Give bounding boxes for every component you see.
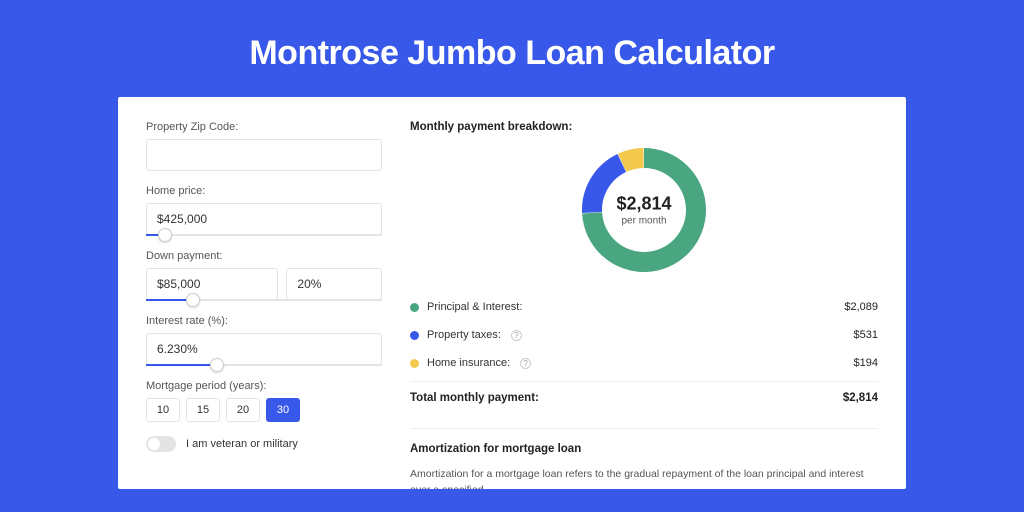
interest-rate-slider-fill — [146, 364, 217, 366]
legend-row-1: Property taxes:? $531 — [410, 321, 878, 349]
interest-rate-slider[interactable] — [146, 364, 382, 366]
down-payment-slider[interactable] — [146, 299, 382, 301]
total-label: Total monthly payment: — [410, 392, 539, 404]
veteran-toggle-row: I am veteran or military — [146, 436, 382, 452]
legend-dot — [410, 359, 419, 368]
home-price-label: Home price: — [146, 185, 382, 197]
period-option-30[interactable]: 30 — [266, 398, 300, 422]
down-payment-amount-input[interactable] — [146, 268, 278, 300]
legend-value: $2,089 — [844, 301, 878, 313]
interest-rate-label: Interest rate (%): — [146, 315, 382, 327]
donut-center: $2,814 per month — [616, 194, 671, 227]
legend-value: $194 — [854, 357, 878, 369]
legend-label: Property taxes: — [427, 329, 501, 341]
veteran-toggle-knob — [148, 438, 160, 450]
mortgage-period-field-group: Mortgage period (years): 10152030 — [146, 380, 382, 422]
amortization-desc: Amortization for a mortgage loan refers … — [410, 467, 878, 489]
breakdown-title: Monthly payment breakdown: — [410, 121, 878, 133]
total-value: $2,814 — [843, 392, 878, 404]
info-icon[interactable]: ? — [520, 358, 531, 369]
legend: Principal & Interest: $2,089 Property taxe… — [410, 293, 878, 377]
donut-center-amount: $2,814 — [616, 194, 671, 215]
legend-dot — [410, 303, 419, 312]
calculator-card: Property Zip Code: Home price: Down paym… — [118, 97, 906, 489]
donut-chart: $2,814 per month — [410, 145, 878, 275]
amortization-section: Amortization for mortgage loan Amortizat… — [410, 428, 878, 489]
interest-rate-input[interactable] — [146, 333, 382, 365]
down-payment-field-group: Down payment: — [146, 250, 382, 301]
mortgage-period-label: Mortgage period (years): — [146, 380, 382, 392]
home-price-field-group: Home price: — [146, 185, 382, 236]
home-price-input[interactable] — [146, 203, 382, 235]
interest-rate-field-group: Interest rate (%): — [146, 315, 382, 366]
page-title: Montrose Jumbo Loan Calculator — [0, 0, 1024, 97]
veteran-toggle[interactable] — [146, 436, 176, 452]
zip-label: Property Zip Code: — [146, 121, 382, 133]
legend-value: $531 — [854, 329, 878, 341]
mortgage-period-options: 10152030 — [146, 398, 382, 422]
down-payment-pct-input[interactable] — [286, 268, 382, 300]
amortization-title: Amortization for mortgage loan — [410, 443, 878, 455]
zip-input[interactable] — [146, 139, 382, 171]
legend-row-2: Home insurance:? $194 — [410, 349, 878, 377]
period-option-10[interactable]: 10 — [146, 398, 180, 422]
breakdown-column: Monthly payment breakdown: $2,814 per mo… — [410, 121, 878, 465]
home-price-slider[interactable] — [146, 234, 382, 236]
zip-field-group: Property Zip Code: — [146, 121, 382, 171]
down-payment-slider-thumb[interactable] — [186, 293, 200, 307]
down-payment-label: Down payment: — [146, 250, 382, 262]
info-icon[interactable]: ? — [511, 330, 522, 341]
form-column: Property Zip Code: Home price: Down paym… — [146, 121, 382, 465]
veteran-toggle-label: I am veteran or military — [186, 438, 298, 450]
period-option-15[interactable]: 15 — [186, 398, 220, 422]
donut-center-sub: per month — [616, 216, 671, 227]
legend-dot — [410, 331, 419, 340]
legend-label: Principal & Interest: — [427, 301, 522, 313]
home-price-slider-thumb[interactable] — [158, 228, 172, 242]
interest-rate-slider-thumb[interactable] — [210, 358, 224, 372]
donut-slice-2 — [622, 158, 643, 163]
legend-row-0: Principal & Interest: $2,089 — [410, 293, 878, 321]
legend-label: Home insurance: — [427, 357, 510, 369]
period-option-20[interactable]: 20 — [226, 398, 260, 422]
total-row: Total monthly payment: $2,814 — [410, 381, 878, 414]
